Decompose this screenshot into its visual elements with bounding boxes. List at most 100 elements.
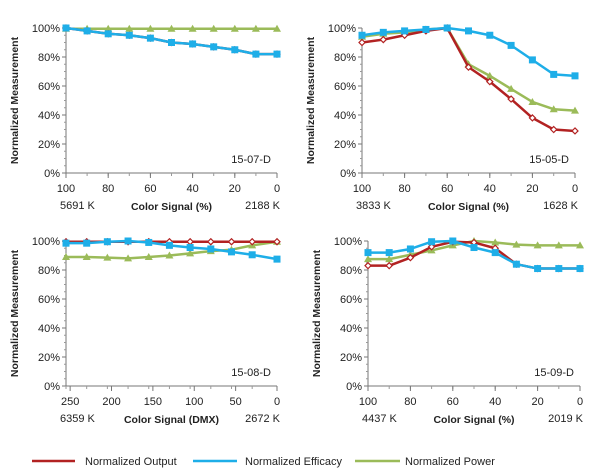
data-point-power (533, 241, 542, 249)
data-point-efficacy (576, 265, 584, 273)
data-point-output (227, 237, 236, 246)
data-point-power (528, 97, 537, 105)
data-point-efficacy (252, 50, 260, 58)
data-point-power (251, 24, 260, 32)
x-tick-label: 0 (577, 396, 583, 408)
data-point-output (549, 125, 558, 134)
y-tick-label: 0% (44, 381, 60, 393)
y-tick-label: 80% (38, 52, 60, 64)
data-point-power (82, 252, 91, 260)
data-point-power (125, 24, 134, 32)
data-point-efficacy (124, 237, 132, 245)
y-tick-label: 80% (340, 265, 362, 277)
data-point-efficacy (379, 28, 387, 36)
y-tick-label: 80% (334, 52, 356, 64)
x-tick-label: 40 (186, 183, 198, 195)
data-point-output (186, 237, 194, 246)
legend: Normalized Output Normalized Efficacy No… (32, 456, 495, 468)
data-point-power (571, 106, 579, 114)
data-point-efficacy (62, 239, 70, 247)
data-point-efficacy (231, 46, 239, 54)
y-axis-title: Normalized Measurement (311, 249, 323, 377)
y-axis-title: Normalized Measurement (305, 36, 317, 164)
data-point-efficacy (83, 239, 91, 247)
x-end-cct-label: 1628 K (543, 200, 579, 212)
y-tick-label: 100% (32, 236, 60, 248)
data-point-power (165, 251, 174, 259)
data-point-efficacy (465, 27, 472, 35)
x-tick-label: 150 (144, 396, 162, 408)
x-tick-label: 100 (353, 183, 371, 195)
data-point-power (273, 24, 281, 32)
y-axis-title: Normalized Measurement (9, 249, 21, 377)
data-point-power (549, 105, 558, 113)
panel-label: 15-07-D (231, 154, 271, 166)
y-tick-label: 40% (334, 110, 356, 122)
data-point-efficacy (364, 249, 372, 257)
x-tick-label: 100 (185, 396, 203, 408)
data-point-efficacy (486, 31, 494, 39)
data-point-efficacy (443, 24, 451, 32)
data-point-power (554, 241, 563, 249)
data-point-efficacy (358, 31, 366, 39)
data-point-output (385, 261, 394, 270)
x-axis-title: Color Signal (DMX) (124, 414, 219, 426)
data-point-output (406, 253, 415, 262)
data-point-efficacy (422, 25, 430, 33)
x-tick-label: 250 (61, 396, 79, 408)
data-point-efficacy (406, 245, 414, 253)
data-point-efficacy (189, 40, 197, 48)
data-point-efficacy (550, 70, 558, 78)
data-point-power (491, 238, 500, 246)
y-tick-label: 20% (340, 352, 362, 364)
data-point-efficacy (248, 251, 256, 259)
data-point-power (188, 24, 197, 32)
data-point-efficacy (62, 24, 70, 32)
panel-label: 15-09-D (534, 367, 574, 379)
data-point-output (571, 127, 579, 135)
x-tick-label: 60 (144, 183, 156, 195)
data-point-efficacy (528, 56, 536, 64)
x-start-cct-label: 4437 K (362, 413, 398, 425)
data-point-output (427, 242, 436, 251)
data-point-efficacy (555, 265, 563, 273)
y-tick-label: 0% (44, 168, 60, 180)
y-tick-label: 60% (38, 81, 60, 93)
data-point-output (364, 261, 372, 270)
x-tick-label: 0 (274, 396, 280, 408)
data-point-power (507, 84, 516, 92)
y-tick-label: 0% (346, 381, 362, 393)
x-tick-label: 60 (447, 396, 459, 408)
data-point-power (485, 71, 494, 79)
y-axis-title: Normalized Measurement (9, 36, 21, 164)
y-tick-label: 100% (334, 236, 362, 248)
data-point-efficacy (273, 255, 281, 263)
y-tick-label: 80% (38, 265, 60, 277)
data-point-power (167, 24, 176, 32)
x-tick-label: 100 (57, 183, 75, 195)
panel-label: 15-08-D (231, 367, 271, 379)
data-point-efficacy (145, 238, 153, 246)
y-tick-label: 100% (328, 23, 356, 35)
legend-label-power: Normalized Power (405, 456, 495, 468)
y-tick-label: 60% (340, 294, 362, 306)
data-point-efficacy (428, 238, 436, 246)
x-tick-label: 50 (230, 396, 242, 408)
data-point-power (104, 24, 113, 32)
y-tick-label: 40% (340, 323, 362, 335)
data-point-power (364, 255, 372, 263)
y-tick-label: 20% (38, 352, 60, 364)
data-point-efficacy (401, 27, 409, 35)
series-line-normalized-output (361, 26, 576, 133)
legend-label-output: Normalized Output (85, 456, 177, 468)
y-tick-label: 100% (32, 23, 60, 35)
data-point-efficacy (385, 249, 393, 257)
data-point-efficacy (168, 39, 175, 46)
y-tick-label: 60% (334, 81, 356, 93)
x-axis-title: Color Signal (%) (131, 201, 212, 213)
data-point-efficacy (227, 248, 235, 256)
data-point-efficacy (165, 241, 173, 249)
data-point-output (464, 63, 473, 71)
data-point-power (103, 253, 112, 261)
